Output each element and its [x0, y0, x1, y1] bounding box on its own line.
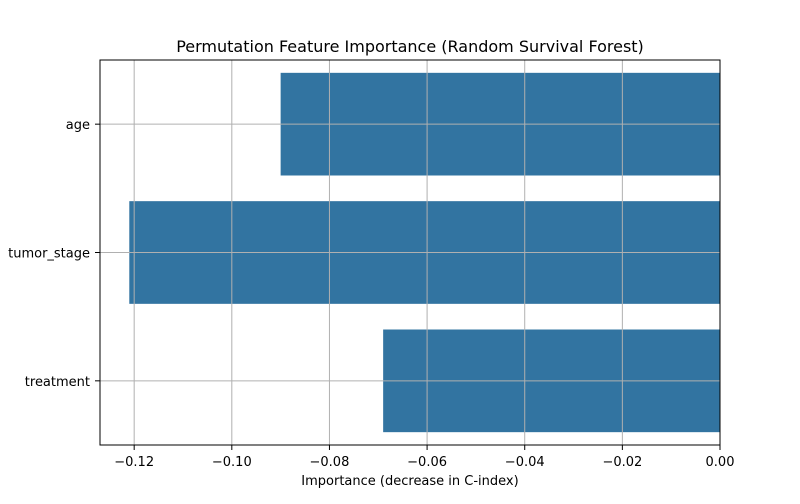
x-tick-label: −0.04 [505, 455, 545, 470]
x-tick-label: 0.00 [706, 455, 735, 470]
y-tick-label-treatment: treatment [25, 375, 90, 390]
x-tick-label: −0.12 [114, 455, 154, 470]
x-tick-label: −0.10 [212, 455, 252, 470]
grid-layer [100, 60, 721, 445]
chart-title: Permutation Feature Importance (Random S… [176, 37, 644, 56]
x-tick-label: −0.08 [310, 455, 350, 470]
x-tick-label: −0.02 [602, 455, 642, 470]
x-tick-label: −0.06 [407, 455, 447, 470]
y-tick-label-tumor-stage: tumor_stage [8, 247, 90, 262]
x-axis-label: Importance (decrease in C-index) [301, 474, 518, 489]
y-tick-label-age: age [66, 118, 90, 133]
ticks-layer: −0.12 −0.10 −0.08 −0.06 −0.04 −0.02 0.00 age tum… [8, 118, 734, 470]
